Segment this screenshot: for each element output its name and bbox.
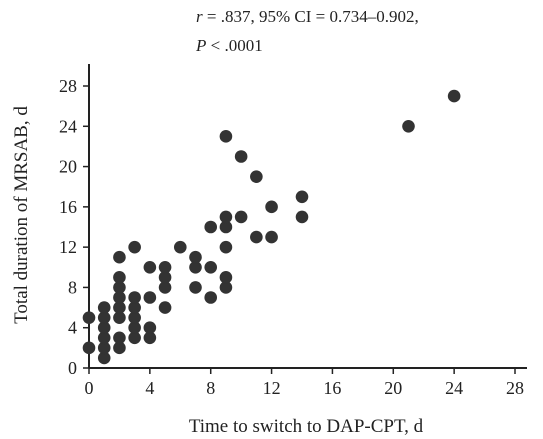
data-point — [97, 321, 111, 335]
x-tick-label: 24 — [445, 378, 463, 398]
x-axis-label: Time to switch to DAP-CPT, d — [189, 416, 424, 437]
data-point — [219, 240, 233, 254]
data-point — [97, 341, 111, 355]
data-point — [265, 230, 278, 244]
p-value-text: < .0001 — [206, 36, 263, 55]
y-tick-label: 24 — [59, 116, 77, 136]
data-point — [402, 119, 415, 133]
data-point — [82, 311, 96, 324]
data-point — [219, 210, 233, 224]
data-point — [113, 281, 126, 294]
x-tick-label: 12 — [263, 378, 281, 398]
data-point — [97, 301, 111, 314]
data-point — [189, 250, 202, 264]
annotation-line-2: P < .0001 — [196, 35, 263, 56]
data-point — [113, 250, 126, 264]
data-point — [219, 271, 233, 284]
data-point — [97, 351, 111, 365]
x-tick-label: 28 — [506, 378, 524, 398]
data-point — [113, 271, 126, 284]
data-point — [128, 321, 141, 335]
data-point — [447, 89, 461, 103]
data-point — [173, 240, 187, 254]
data-point — [143, 291, 157, 304]
data-points — [82, 89, 461, 365]
data-point — [82, 341, 96, 355]
x-tick-label: 4 — [145, 378, 154, 398]
x-tick-label: 0 — [85, 378, 94, 398]
y-tick-label: 8 — [68, 277, 77, 297]
data-point — [265, 200, 278, 214]
y-axis-label: Total duration of MRSAB, d — [11, 106, 32, 324]
y-tick-label: 4 — [68, 318, 77, 338]
data-point — [204, 291, 218, 304]
y-tick-label: 16 — [59, 197, 77, 217]
data-point — [158, 301, 172, 314]
data-point — [113, 331, 126, 345]
data-point — [128, 311, 141, 324]
annotation-line-1: r = .837, 95% CI = 0.734–0.902, — [196, 6, 419, 27]
data-point — [189, 281, 202, 294]
data-point — [158, 260, 172, 274]
y-axis-ticks: 0 4 8 12 16 20 24 28 — [59, 76, 89, 378]
data-point — [97, 331, 111, 345]
x-tick-label: 20 — [384, 378, 402, 398]
data-point — [204, 260, 218, 274]
data-point — [97, 311, 111, 324]
data-point — [295, 190, 309, 204]
data-point — [204, 220, 218, 234]
r-symbol: r — [196, 7, 203, 26]
x-axis-ticks: 0 4 8 12 16 20 24 28 — [85, 368, 524, 398]
data-point — [128, 291, 141, 304]
data-point — [128, 301, 141, 314]
data-point — [250, 230, 263, 244]
p-symbol: P — [196, 36, 207, 55]
data-point — [219, 220, 233, 234]
data-point — [128, 331, 141, 345]
data-point — [128, 240, 141, 254]
y-tick-label: 12 — [59, 237, 77, 257]
data-point — [113, 311, 126, 324]
data-point — [219, 281, 233, 294]
data-point — [143, 321, 157, 335]
data-point — [234, 210, 248, 224]
data-point — [158, 281, 172, 294]
data-point — [295, 210, 309, 224]
data-point — [219, 130, 233, 143]
data-point — [234, 150, 248, 163]
y-tick-label: 20 — [59, 157, 77, 177]
data-point — [113, 341, 126, 355]
data-point — [250, 170, 263, 183]
y-tick-label: 0 — [68, 358, 77, 378]
y-tick-label: 28 — [59, 76, 77, 96]
data-point — [113, 291, 126, 304]
x-tick-label: 8 — [206, 378, 215, 398]
data-point — [143, 331, 157, 345]
data-point — [189, 260, 202, 274]
correlation-text: = .837, 95% CI = 0.734–0.902, — [202, 7, 419, 26]
x-tick-label: 16 — [323, 378, 341, 398]
data-point — [143, 260, 157, 274]
data-point — [158, 271, 172, 284]
data-point — [113, 301, 126, 314]
